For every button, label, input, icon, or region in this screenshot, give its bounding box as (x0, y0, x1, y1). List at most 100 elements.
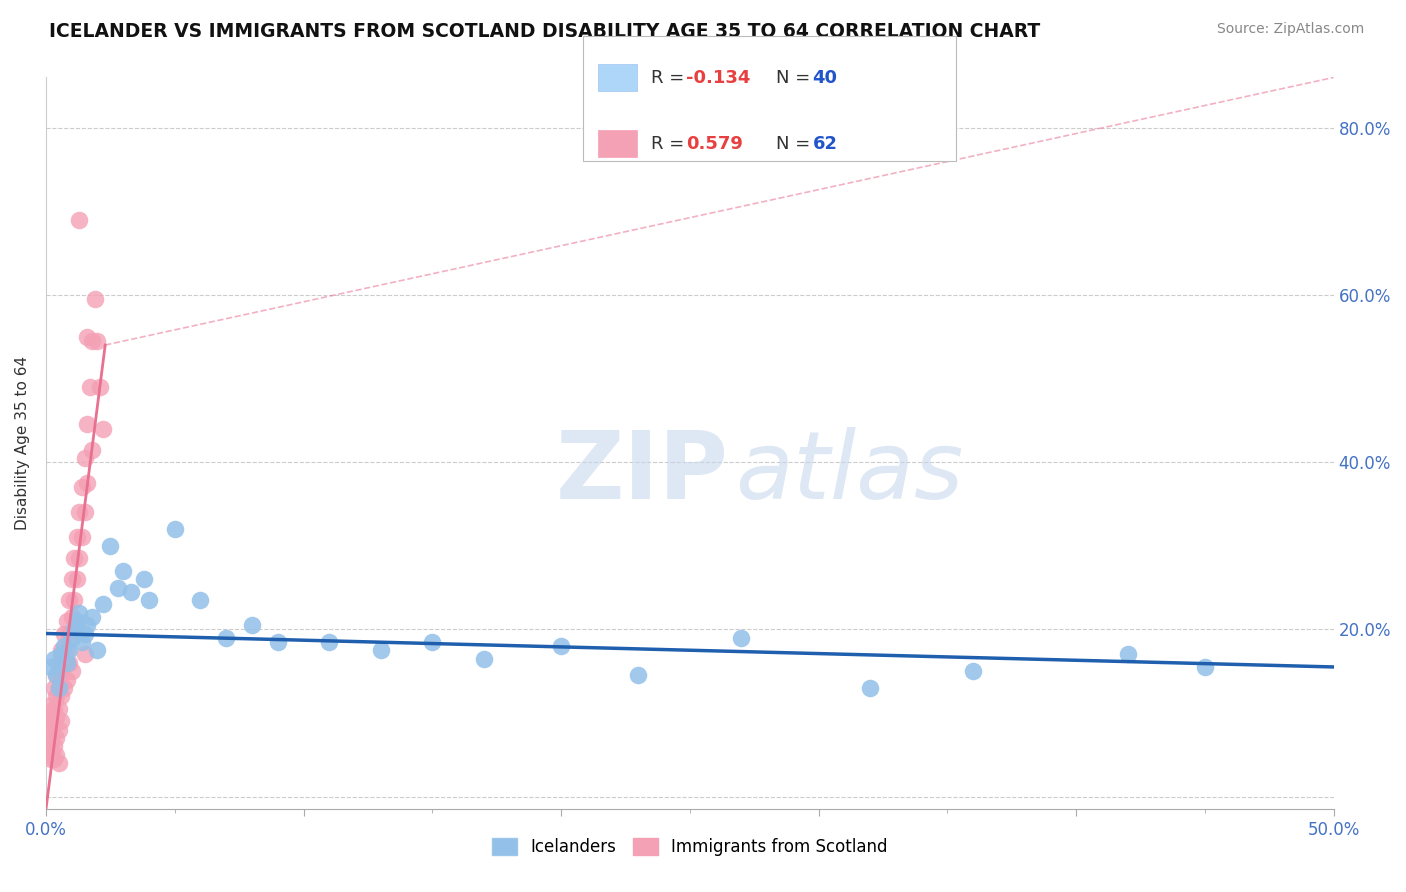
Text: N =: N = (776, 135, 815, 153)
Point (45, 710, 67, 724)
Point (39, 743, 62, 757)
Point (82, 334, 104, 348)
Point (76, 618, 98, 632)
Point (69, 212, 91, 227)
Text: R =: R = (651, 135, 690, 153)
Point (91, 597, 114, 611)
Point (42, 681, 65, 695)
Text: ZIP: ZIP (555, 426, 728, 518)
Point (45, 731, 67, 745)
Point (45, 668, 67, 682)
Point (58, 626, 80, 640)
Point (60, 631, 83, 645)
Point (962, 664, 984, 678)
Point (55, 614, 77, 628)
Point (42, 718, 65, 732)
Point (267, 635, 290, 649)
Text: 0.579: 0.579 (686, 135, 742, 153)
Point (63, 623, 86, 637)
Point (45, 747, 67, 762)
Point (86, 643, 108, 657)
Point (472, 651, 495, 665)
Point (138, 593, 160, 607)
Point (76, 417, 98, 432)
Point (58, 656, 80, 670)
Point (39, 714, 62, 729)
Point (48, 723, 70, 737)
Point (69, 606, 91, 620)
Point (53, 681, 76, 695)
Legend: Icelanders, Immigrants from Scotland: Icelanders, Immigrants from Scotland (485, 831, 894, 863)
Point (730, 631, 752, 645)
Point (215, 631, 238, 645)
Point (45, 690, 67, 704)
Text: ICELANDER VS IMMIGRANTS FROM SCOTLAND DISABILITY AGE 35 TO 64 CORRELATION CHART: ICELANDER VS IMMIGRANTS FROM SCOTLAND DI… (49, 22, 1040, 41)
Point (240, 618, 263, 632)
Point (53, 639, 76, 653)
Point (60, 664, 83, 678)
Point (1116, 648, 1139, 662)
Point (38, 727, 60, 741)
Point (58, 593, 80, 607)
Point (66, 614, 89, 628)
Point (69, 551, 91, 566)
Point (550, 639, 572, 653)
Point (45, 668, 67, 682)
Point (51, 714, 73, 729)
Point (60, 609, 83, 624)
Point (51, 648, 73, 662)
Point (73, 626, 96, 640)
Point (859, 681, 882, 695)
Point (82, 609, 104, 624)
Point (112, 564, 135, 578)
Point (63, 593, 86, 607)
Y-axis label: Disability Age 35 to 64: Disability Age 35 to 64 (15, 356, 30, 531)
Point (76, 475, 98, 490)
Point (89, 380, 111, 394)
Point (120, 584, 142, 599)
Point (60, 572, 83, 586)
Point (370, 643, 392, 657)
Point (69, 505, 91, 519)
Point (39, 698, 62, 712)
Point (48, 681, 70, 695)
Point (163, 522, 186, 536)
Text: 40: 40 (813, 69, 838, 87)
Point (53, 656, 76, 670)
Point (107, 581, 129, 595)
Point (58, 643, 80, 657)
Text: -0.134: -0.134 (686, 69, 751, 87)
Point (70, 635, 93, 649)
Text: 62: 62 (813, 135, 838, 153)
Point (73, 505, 96, 519)
Point (42, 702, 65, 716)
Point (79, 380, 101, 394)
Point (51, 668, 73, 682)
Point (38, 710, 60, 724)
Point (53, 626, 76, 640)
Point (73, 648, 96, 662)
Point (73, 450, 96, 465)
Point (1194, 660, 1216, 674)
Point (420, 635, 443, 649)
Point (66, 530, 89, 544)
Point (39, 731, 62, 745)
Point (318, 635, 340, 649)
Point (55, 673, 77, 687)
Point (70, 480, 93, 494)
Point (98, 539, 121, 553)
Point (42, 651, 65, 665)
Point (39, 752, 62, 766)
Point (627, 668, 650, 682)
Text: atlas: atlas (735, 427, 963, 518)
Point (48, 656, 70, 670)
Point (48, 702, 70, 716)
Point (51, 690, 73, 704)
Point (55, 656, 77, 670)
Point (83, 292, 105, 306)
Point (42, 739, 65, 754)
Point (38, 739, 60, 754)
Point (51, 643, 73, 657)
Point (48, 756, 70, 771)
Point (86, 334, 108, 348)
